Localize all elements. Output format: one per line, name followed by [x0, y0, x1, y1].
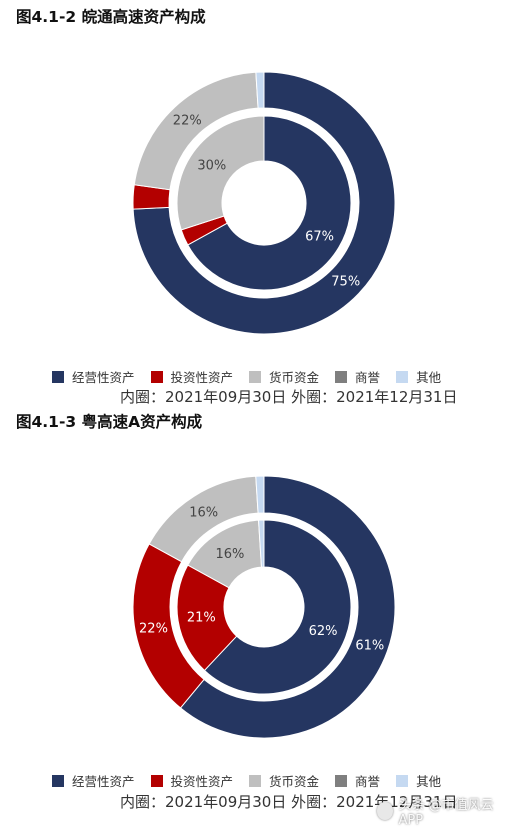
legend-swatch — [396, 774, 409, 787]
legend-item: 货币资金 — [249, 367, 319, 386]
outer-ring-slice — [255, 475, 265, 514]
legend-label: 投资性资产 — [170, 774, 234, 789]
legend-item: 其他 — [396, 367, 441, 386]
legend-swatch — [249, 370, 262, 383]
legend-label: 投资性资产 — [170, 370, 234, 385]
ring-note-1: 内圈：2021年09月30日 外圈：2021年12月31日 — [120, 388, 458, 406]
legend-label: 经营性资产 — [72, 370, 135, 385]
legend-item: 投资性资产 — [150, 771, 234, 790]
legend-item: 商誉 — [335, 367, 380, 386]
legend-swatch — [335, 370, 348, 383]
legend-item: 投资性资产 — [150, 367, 234, 386]
data-label: 16% — [189, 506, 218, 521]
inner-ring-slice — [258, 519, 265, 568]
data-label: 16% — [216, 547, 245, 562]
legend-label: 商誉 — [355, 370, 381, 385]
outer-ring-slice — [255, 71, 265, 109]
watermark-text: 头条 @市值风云APP — [398, 798, 494, 828]
legend-swatch — [249, 774, 262, 787]
legend-item: 商誉 — [335, 771, 380, 790]
data-label: 22% — [139, 622, 168, 637]
legend-swatch — [335, 774, 348, 787]
ring-note-2: 内圈：2021年09月30日 外圈：2021年12月31日 — [120, 793, 458, 811]
inner-ring-slice — [203, 519, 352, 695]
inner-ring-slice — [176, 115, 265, 231]
data-label: 22% — [173, 114, 202, 129]
outer-ring-slice — [179, 475, 396, 739]
donut-chart-1: 67% 30% 75% 22% — [132, 71, 396, 335]
outer-ring-slice — [132, 71, 396, 335]
watermark-logo-icon — [377, 802, 394, 820]
legend-2: 经营性资产 投资性资产 货币资金 商誉 其他 — [52, 771, 457, 790]
watermark: 头条 @市值风云APP — [377, 794, 508, 828]
chart-panel-1: 图4.1-2 皖通高速资产构成 67% 30% 75% 22% 经营性资产 投资性资产 货… — [0, 0, 508, 410]
legend-item: 货币资金 — [249, 771, 319, 790]
chart-title-1: 图4.1-2 皖通高速资产构成 — [16, 8, 206, 26]
legend-1: 经营性资产 投资性资产 货币资金 商誉 其他 — [52, 367, 457, 386]
legend-label: 货币资金 — [269, 370, 320, 385]
donut-chart-2: 62% 21% 16% 61% 22% 16% — [132, 475, 396, 739]
data-label: 21% — [187, 610, 216, 625]
data-label: 75% — [331, 275, 360, 290]
legend-swatch — [150, 370, 163, 383]
legend-label: 商誉 — [355, 774, 381, 789]
chart-title-2: 图4.1-3 粤高速A资产构成 — [16, 413, 203, 431]
data-label: 61% — [355, 639, 384, 654]
inner-ring-slice — [187, 115, 352, 291]
data-label: 67% — [305, 229, 334, 244]
legend-item: 经营性资产 — [52, 771, 135, 790]
legend-swatch — [150, 774, 163, 787]
legend-item: 其他 — [396, 771, 441, 790]
legend-swatch — [52, 370, 64, 383]
legend-swatch — [396, 370, 409, 383]
chart-panel-2: 图4.1-3 粤高速A资产构成 62% 21% 16% 61% 22% 16% 经营性资产… — [0, 410, 508, 824]
legend-label: 经营性资产 — [72, 774, 135, 789]
legend-label: 其他 — [416, 774, 442, 789]
legend-label: 其他 — [416, 370, 442, 385]
legend-swatch — [52, 774, 64, 787]
data-label: 30% — [197, 159, 226, 174]
legend-item: 经营性资产 — [52, 367, 135, 386]
legend-label: 货币资金 — [269, 774, 320, 789]
data-label: 62% — [309, 624, 338, 639]
